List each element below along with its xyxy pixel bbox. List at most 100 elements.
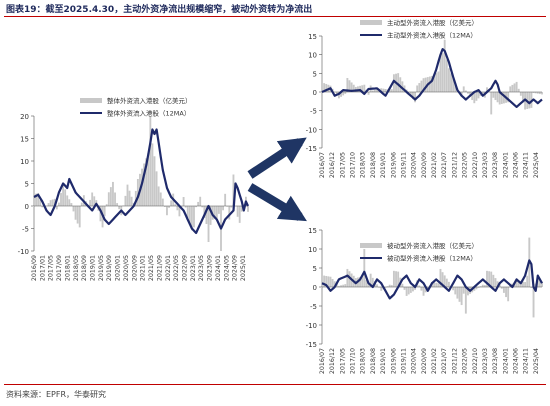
bar (161, 198, 164, 206)
x-tick-label: 2024/01 (502, 152, 509, 178)
bar (445, 59, 448, 92)
y-tick-label: 0 (313, 284, 317, 292)
bar (494, 92, 497, 101)
bar (509, 86, 512, 92)
x-tick-label: 2016/09 (31, 255, 38, 281)
bar (91, 192, 94, 206)
x-tick-label: 2024/06 (513, 152, 520, 178)
bar (412, 92, 414, 100)
bar (193, 206, 195, 228)
x-tick-label: 2022/05 (462, 152, 469, 178)
bar (342, 284, 345, 287)
bar (323, 275, 326, 287)
bar (344, 284, 347, 287)
legend-bar-swatch (360, 20, 382, 25)
bar (209, 206, 212, 225)
bar (331, 279, 334, 287)
y-tick-label: 0 (25, 203, 29, 211)
bar (538, 92, 541, 95)
x-tick-label: 2024/06 (513, 348, 520, 374)
x-tick-label: 2022/05 (462, 348, 469, 374)
bar (348, 271, 351, 287)
bar (420, 287, 423, 291)
bar (536, 92, 539, 94)
bar (107, 192, 110, 206)
x-tick-label: 2024/11 (523, 152, 530, 178)
bar (365, 279, 368, 287)
bar (418, 83, 421, 92)
x-tick-label: 2021/07 (441, 348, 448, 374)
x-tick-label: 2021/02 (431, 348, 438, 374)
bar (114, 192, 116, 206)
legend-bar-label: 主动型外资流入港股（亿美元） (387, 18, 478, 27)
bar (143, 163, 146, 206)
bar (498, 284, 501, 287)
bar (226, 206, 229, 207)
bar (462, 86, 465, 92)
bar (184, 206, 187, 208)
bar (80, 202, 83, 206)
bar (500, 287, 503, 289)
bar (126, 184, 129, 206)
bar (392, 270, 395, 287)
bar (145, 158, 148, 206)
bar (511, 84, 514, 92)
bar (428, 76, 431, 92)
bar (538, 278, 541, 287)
bar (460, 287, 463, 306)
bar (418, 285, 421, 287)
bar (361, 85, 364, 92)
bar (435, 72, 438, 92)
bar (447, 281, 450, 287)
x-tick-label: 2020/04 (411, 152, 418, 178)
bar (70, 203, 73, 206)
bar (321, 92, 323, 97)
bar (541, 92, 543, 95)
bar (207, 206, 210, 242)
bar (407, 287, 410, 295)
bar (340, 285, 342, 287)
bar (433, 74, 436, 92)
bar (392, 74, 395, 92)
legend-line-label: 整体外资流入港股（12MA） (107, 109, 190, 118)
bar (242, 204, 245, 206)
bar (124, 195, 127, 206)
bar (492, 274, 495, 287)
figure-title: 图表19：截至2025.4.30，主动外资净流出规模缩窄，被动外资转为净流出 (6, 5, 313, 15)
x-tick-label: 2019/05 (98, 255, 105, 281)
bar (388, 89, 391, 92)
bar (93, 196, 96, 206)
x-tick-label: 2023/09 (207, 255, 214, 281)
x-tick-label: 2016/07 (319, 348, 326, 374)
x-tick-label: 2016/12 (329, 348, 336, 374)
bar (443, 39, 446, 92)
bar (118, 206, 121, 210)
bar (217, 206, 220, 214)
bar (99, 206, 102, 222)
y-tick-label: 5 (313, 265, 317, 273)
bar (134, 190, 137, 206)
bar (490, 271, 493, 287)
bar (153, 156, 156, 206)
bar (407, 92, 410, 93)
bar (422, 287, 425, 296)
bar (433, 282, 436, 287)
y-tick-label: 15 (308, 33, 317, 41)
x-tick-label: 2019/06 (390, 152, 397, 178)
bar (397, 73, 400, 92)
chart-passive: -15 -10 -5 0 5 10 15 2016/07 2016/12 2017/05 2017/… (306, 227, 543, 374)
bar (496, 281, 499, 287)
bar (486, 270, 488, 287)
x-tick-label: 2023/03 (482, 152, 489, 178)
bar (240, 206, 243, 212)
bar (479, 286, 482, 287)
bar (405, 287, 408, 296)
bar (464, 287, 467, 314)
bar (481, 284, 484, 287)
bar (66, 195, 69, 206)
y-tick-label: 0 (313, 89, 317, 97)
bar (380, 287, 383, 291)
bar (507, 92, 510, 103)
y-tick-label: 10 (308, 246, 317, 254)
bar (507, 287, 510, 302)
